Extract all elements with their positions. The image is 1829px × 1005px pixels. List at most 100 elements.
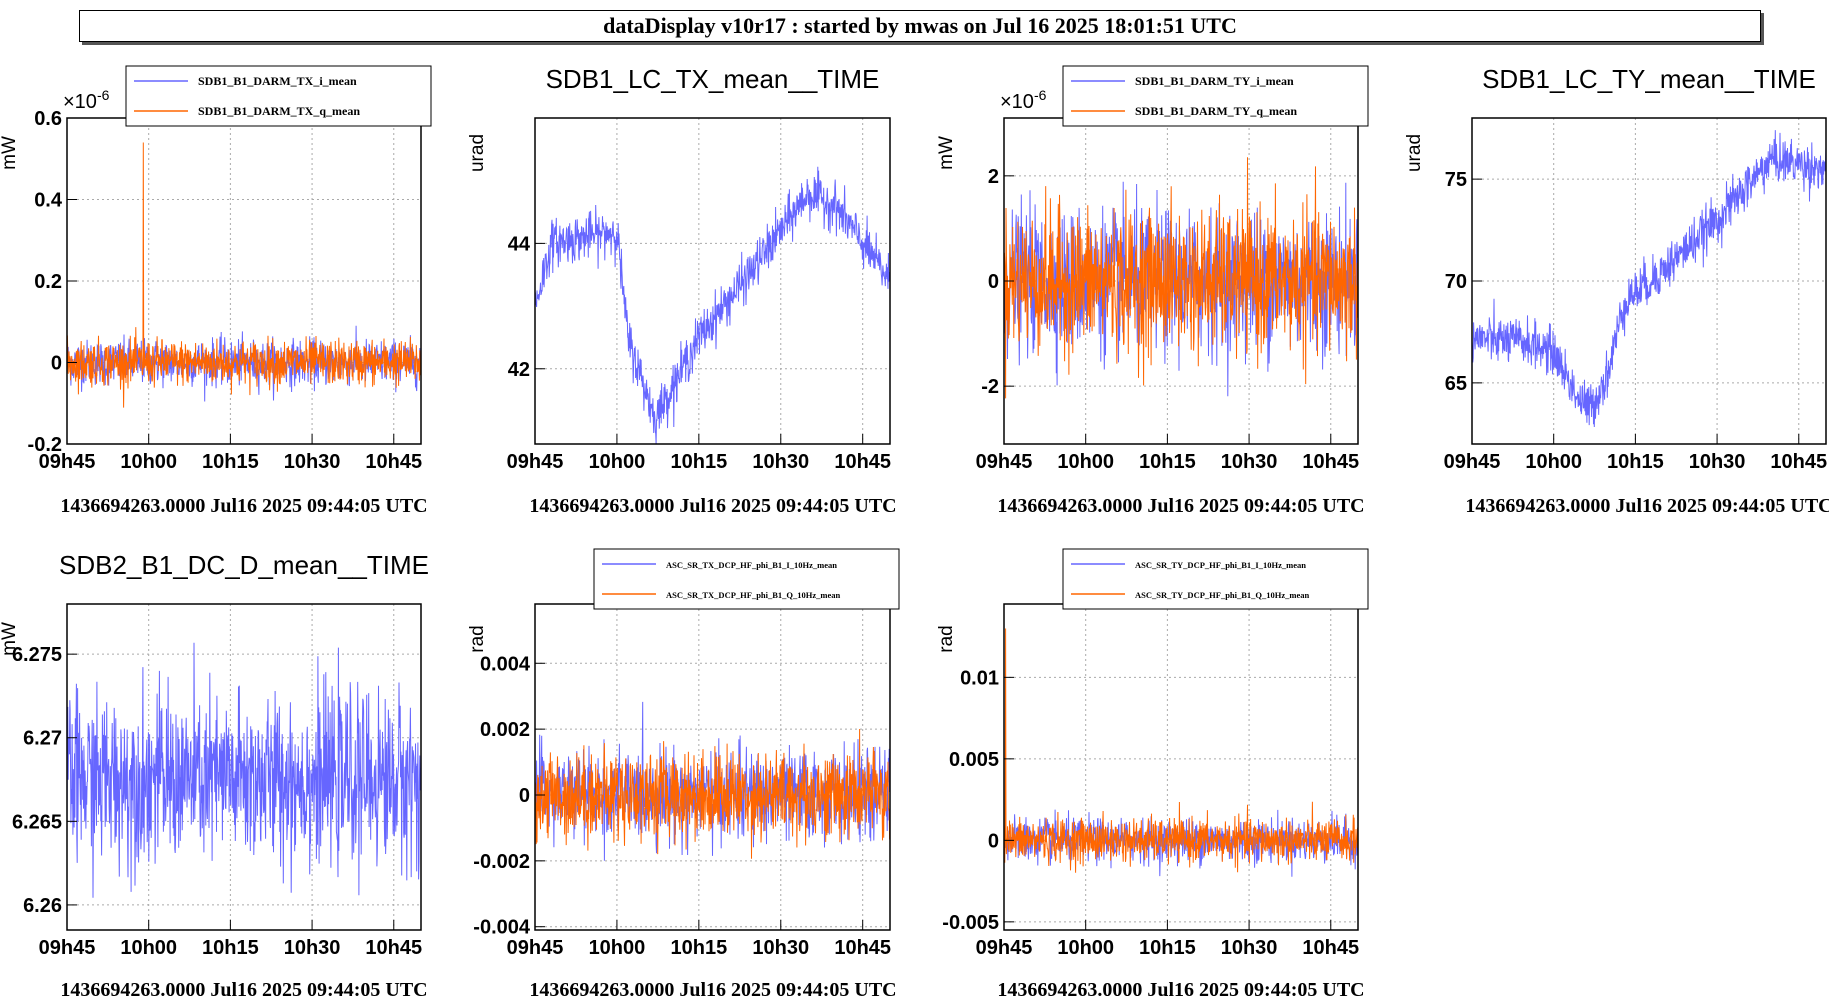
- y-multiplier: ×10-6: [1000, 87, 1047, 113]
- x-tick-label: 09h45: [976, 451, 1033, 473]
- x-tick-label: 10h00: [1057, 937, 1114, 959]
- y-tick-label: 44: [508, 233, 531, 255]
- y-tick-label: 2: [988, 166, 999, 188]
- plot-frame: [66, 603, 422, 931]
- plot-frame: [1003, 603, 1359, 931]
- chart-panel-6: 09h45 10h00 10h15 10h30 10h45 -0.004 -0.002 0 0.…: [467, 548, 900, 1001]
- x-tick-label: 10h30: [284, 937, 341, 959]
- y-tick-label: 75: [1445, 169, 1467, 191]
- legend-label: SDB1_B1_DARM_TX_q_mean: [198, 104, 360, 118]
- chart-panel-3: 09h45 10h00 10h15 10h30 10h45 -2 0 2 mW ×10-6 SDB1…: [936, 65, 1369, 517]
- chart-panel-5: 09h45 10h00 10h15 10h30 10h45 6.26 6.265 6.27 6.…: [0, 550, 429, 1001]
- y-tick-label: 0: [988, 271, 999, 293]
- y-tick-label: -0.004: [473, 917, 531, 939]
- y-tick-label: 6.275: [12, 644, 62, 666]
- y-tick-label: 0.6: [34, 108, 62, 130]
- x-tick-label: 10h45: [1302, 937, 1359, 959]
- y-axis-label: urad: [467, 134, 488, 172]
- x-tick-label: 10h30: [1689, 451, 1746, 473]
- y-tick-label: -0.002: [473, 851, 530, 873]
- x-tick-label: 09h45: [1444, 451, 1501, 473]
- x-tick-label: 10h45: [1770, 451, 1827, 473]
- x-tick-label: 10h45: [365, 451, 422, 473]
- y-tick-label: 0: [988, 830, 999, 852]
- x-tick-label: 10h00: [1057, 451, 1114, 473]
- legend-label: SDB1_B1_DARM_TY_i_mean: [1135, 74, 1294, 88]
- chart-footer: 1436694263.0000 Jul16 2025 09:44:05 UTC: [997, 979, 1364, 1001]
- legend-label: ASC_SR_TY_DCP_HF_phi_B1_I_10Hz_mean: [1135, 560, 1306, 570]
- x-tick-label: 10h45: [365, 937, 422, 959]
- x-tick-label: 10h45: [834, 937, 891, 959]
- x-tick-label: 10h00: [589, 451, 646, 473]
- x-tick-label: 10h15: [1139, 937, 1196, 959]
- y-tick-label: 0.005: [949, 749, 999, 771]
- legend-box: [1062, 548, 1369, 610]
- chart-title: SDB1_LC_TY_mean__TIME: [1482, 64, 1816, 94]
- series-line-1: [66, 642, 422, 898]
- chart-footer: 1436694263.0000 Jul16 2025 09:44:05 UTC: [60, 979, 427, 1001]
- header-banner: dataDisplay v10r17 : started by mwas on …: [79, 10, 1761, 42]
- y-tick-label: -0.2: [28, 434, 62, 456]
- series-line-2: [534, 728, 891, 859]
- x-tick-label: 10h15: [202, 937, 259, 959]
- x-tick-label: 10h00: [120, 451, 177, 473]
- legend-label: SDB1_B1_DARM_TX_i_mean: [198, 74, 357, 88]
- series-line-1: [534, 166, 891, 445]
- legend-label: SDB1_B1_DARM_TY_q_mean: [1135, 104, 1297, 118]
- y-tick-label: 42: [508, 359, 530, 381]
- legend-box: [1062, 65, 1369, 127]
- y-tick-label: 0.4: [34, 190, 63, 212]
- y-tick-label: 0: [51, 353, 62, 375]
- x-tick-label: 10h00: [589, 937, 646, 959]
- series-line-1: [1471, 130, 1827, 428]
- x-tick-label: 10h30: [752, 937, 809, 959]
- y-axis-label: mW: [0, 136, 20, 170]
- x-tick-label: 10h45: [1302, 451, 1359, 473]
- plot-frame: [534, 117, 891, 445]
- legend-box: [593, 548, 900, 610]
- y-tick-label: 6.26: [23, 895, 62, 917]
- y-tick-label: 0.2: [34, 271, 62, 293]
- chart-panel-7: 09h45 10h00 10h15 10h30 10h45 -0.005 0 0.005 0.0…: [936, 548, 1369, 1001]
- y-tick-label: -0.005: [942, 912, 999, 934]
- x-tick-label: 10h15: [202, 451, 259, 473]
- x-tick-label: 09h45: [39, 937, 96, 959]
- y-tick-label: 0: [519, 785, 530, 807]
- y-axis-label: rad: [467, 625, 488, 652]
- y-axis-label: urad: [1404, 134, 1425, 172]
- y-tick-label: 0.01: [960, 667, 999, 689]
- x-tick-label: 10h30: [284, 451, 341, 473]
- chart-title: SDB2_B1_DC_D_mean__TIME: [59, 550, 429, 580]
- x-tick-label: 09h45: [976, 937, 1033, 959]
- y-axis-label: mW: [0, 622, 20, 656]
- chart-footer: 1436694263.0000 Jul16 2025 09:44:05 UTC: [1465, 495, 1829, 517]
- y-tick-label: 0.004: [480, 653, 531, 675]
- x-tick-label: 10h15: [670, 937, 727, 959]
- chart-panel-2: 09h45 10h00 10h15 10h30 10h45 42 44 urad SDB1_LC…: [467, 64, 897, 517]
- x-tick-label: 09h45: [507, 451, 564, 473]
- y-tick-label: 0.002: [480, 719, 530, 741]
- chart-footer: 1436694263.0000 Jul16 2025 09:44:05 UTC: [60, 495, 427, 517]
- y-axis-label: mW: [936, 136, 957, 170]
- series-line-2: [1003, 157, 1359, 399]
- x-tick-label: 09h45: [507, 937, 564, 959]
- x-tick-label: 10h30: [752, 451, 809, 473]
- y-tick-label: 6.27: [23, 728, 62, 750]
- header-title: dataDisplay v10r17 : started by mwas on …: [603, 13, 1237, 38]
- y-tick-label: 65: [1445, 373, 1467, 395]
- x-tick-label: 10h45: [834, 451, 891, 473]
- chart-title: SDB1_LC_TX_mean__TIME: [546, 64, 880, 94]
- chart-panel-1: 09h45 10h00 10h15 10h30 10h45 -0.2 0 0.2 0.4 0.6 m…: [0, 65, 432, 517]
- series-line-2: [66, 142, 422, 408]
- x-tick-label: 10h15: [1139, 451, 1196, 473]
- x-tick-label: 10h15: [670, 451, 727, 473]
- plot-frame: [534, 603, 891, 931]
- legend-label: ASC_SR_TX_DCP_HF_phi_B1_Q_10Hz_mean: [666, 590, 841, 600]
- chart-footer: 1436694263.0000 Jul16 2025 09:44:05 UTC: [529, 979, 896, 1001]
- x-tick-label: 10h30: [1221, 451, 1278, 473]
- legend-label: ASC_SR_TY_DCP_HF_phi_B1_Q_10Hz_mean: [1135, 590, 1310, 600]
- legend-box: [125, 65, 432, 127]
- chart-footer: 1436694263.0000 Jul16 2025 09:44:05 UTC: [529, 495, 896, 517]
- x-tick-label: 10h00: [1525, 451, 1582, 473]
